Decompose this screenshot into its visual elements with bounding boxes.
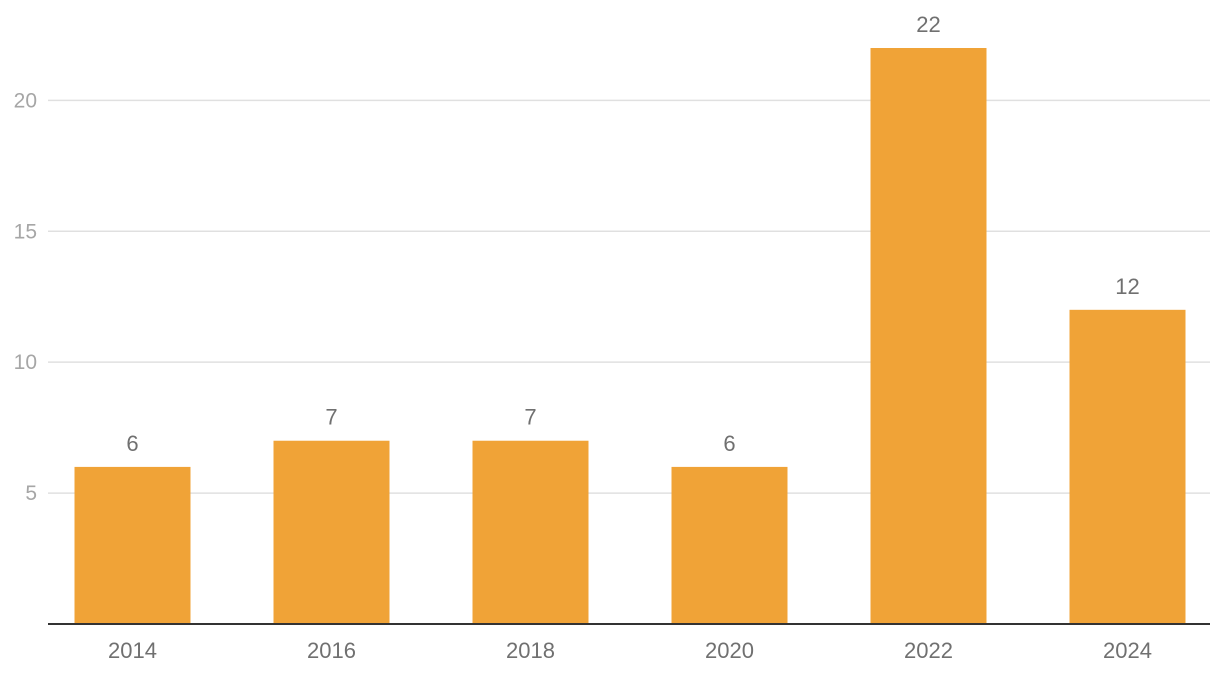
x-tick-label: 2018 [506, 638, 555, 663]
y-tick-label: 20 [14, 89, 37, 112]
data-label: 7 [524, 405, 536, 430]
data-label: 6 [126, 431, 138, 456]
x-tick-label: 2014 [108, 638, 157, 663]
x-tick-label: 2020 [705, 638, 754, 663]
data-label: 22 [916, 12, 940, 37]
gridlines [48, 99, 1210, 494]
x-tick-label: 2022 [904, 638, 953, 663]
data-label: 12 [1115, 274, 1139, 299]
bar [1069, 309, 1186, 624]
x-axis-ticks: 2014 2016 2018 2020 2022 2024 [108, 638, 1152, 663]
y-tick-label: 10 [14, 351, 37, 374]
bars [74, 48, 1186, 624]
x-tick-label: 2016 [307, 638, 356, 663]
data-label: 6 [723, 431, 735, 456]
x-tick-label: 2024 [1103, 638, 1152, 663]
y-tick-label: 15 [14, 220, 37, 243]
y-axis-ticks: 5 10 15 20 [14, 89, 37, 505]
data-label: 7 [325, 405, 337, 430]
bar [273, 440, 390, 624]
bar [74, 466, 191, 624]
bar [671, 466, 788, 624]
bar [472, 440, 589, 624]
bar [870, 48, 987, 624]
y-tick-label: 5 [25, 482, 37, 505]
data-labels: 6 7 7 6 22 12 [126, 12, 1139, 456]
